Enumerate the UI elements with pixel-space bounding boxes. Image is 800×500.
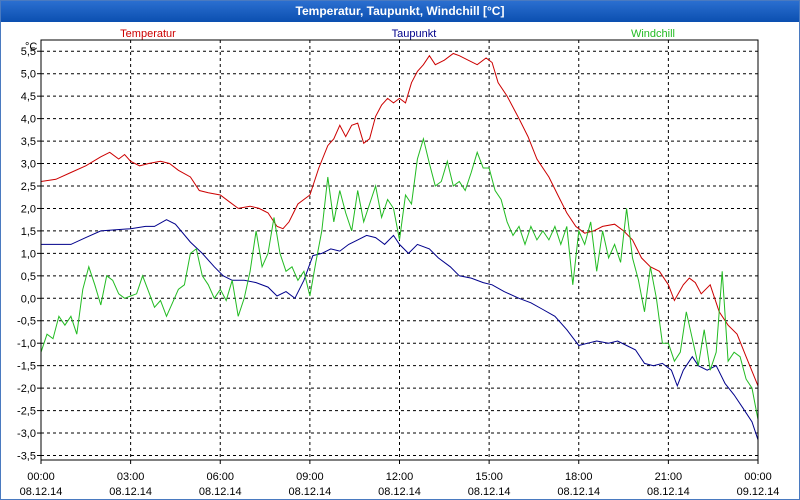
plot-frame — [40, 39, 759, 461]
x-tick-date-label: 08.12.14 — [20, 486, 63, 498]
x-tick-date-label: 08.12.14 — [378, 486, 421, 498]
y-tick-label: -1,5 — [17, 361, 36, 373]
y-tick-label: 4,0 — [21, 114, 36, 126]
legend-entry-taupunkt: Taupunkt — [392, 28, 437, 40]
y-tick-label: 1,0 — [21, 248, 36, 260]
y-tick-label: -1,0 — [17, 338, 36, 350]
x-tick-time-label: 12:00 — [386, 471, 414, 483]
x-tick-date-label: 08.12.14 — [557, 486, 600, 498]
x-tick-date-label: 09.12.14 — [737, 486, 780, 498]
y-tick-label: 4,5 — [21, 91, 36, 103]
legend: Temperatur Taupunkt Windchill — [120, 28, 675, 40]
y-tick-label: -3,0 — [17, 428, 36, 440]
y-tick-label: 2,5 — [21, 181, 36, 193]
y-tick-label: 1,5 — [21, 226, 36, 238]
x-tick-date-label: 08.12.14 — [199, 486, 242, 498]
series-line-windchill — [40, 136, 759, 420]
y-tick-label: 0,0 — [21, 293, 36, 305]
series-line-taupunkt — [41, 219, 759, 440]
y-tick-label: 0,5 — [21, 271, 36, 283]
x-tick-time-label: 03:00 — [117, 471, 145, 483]
legend-entry-temperatur: Temperatur — [120, 28, 176, 40]
legend-entry-windchill: Windchill — [631, 28, 675, 40]
y-tick-label: 3,0 — [21, 159, 36, 171]
x-tick-time-label: 00:00 — [744, 471, 772, 483]
y-tick-label: 5,0 — [21, 69, 36, 81]
x-tick-date-label: 08.12.14 — [468, 486, 511, 498]
y-tick-label: -3,5 — [17, 451, 36, 463]
x-tick-date-label: 08.12.14 — [288, 486, 331, 498]
series-lines — [40, 52, 759, 440]
x-tick-date-label: 08.12.14 — [647, 486, 690, 498]
x-tick-time-label: 15:00 — [475, 471, 503, 483]
window-title: Temperatur, Taupunkt, Windchill [°C] — [1, 1, 799, 22]
x-tick-date-label: 08.12.14 — [109, 486, 152, 498]
y-tick-label: 3,5 — [21, 136, 36, 148]
x-tick-time-label: 21:00 — [655, 471, 683, 483]
y-tick-label: -0,5 — [17, 316, 36, 328]
y-tick-label: -2,5 — [17, 406, 36, 418]
x-axis: 00:00 08.12.14 03:00 08.12.14 06:00 08.12.14 0… — [20, 460, 780, 498]
y-tick-label: -2,0 — [17, 383, 36, 395]
y-axis: 5,5 5,0 4,5 4,0 3,5 3,0 2,5 2,0 1,5 1,0 0,5 0,0 -0,5… — [17, 46, 41, 463]
y-tick-label: 2,0 — [21, 203, 36, 215]
x-tick-time-label: 00:00 — [27, 471, 55, 483]
x-tick-time-label: 09:00 — [296, 471, 324, 483]
grid — [41, 40, 758, 460]
y-axis-label: °C — [25, 41, 37, 53]
x-tick-time-label: 06:00 — [206, 471, 234, 483]
series-line-temperatur — [40, 52, 759, 387]
x-tick-time-label: 18:00 — [565, 471, 593, 483]
y-tick-label: 5,5 — [21, 46, 36, 58]
